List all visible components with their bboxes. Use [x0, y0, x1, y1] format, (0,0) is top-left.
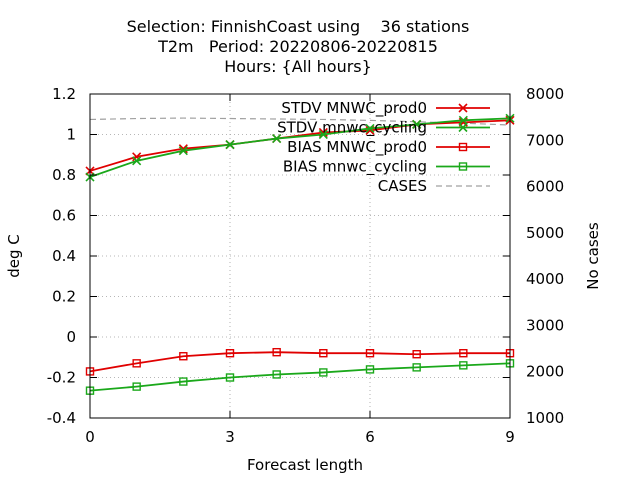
y2-tick-label: 2000	[526, 363, 564, 381]
data-point	[318, 129, 328, 140]
y2-tick-label: 4000	[526, 270, 564, 288]
legend-entry: BIAS MNWC_prod0	[287, 138, 490, 157]
data-point	[458, 162, 468, 171]
data-point	[458, 115, 468, 125]
series-line	[89, 351, 510, 373]
legend-label: CASES	[378, 177, 427, 195]
data-point	[132, 359, 141, 368]
chart-title-line-2: T2m Period: 20220806-20220815	[158, 37, 438, 56]
y-tick-label: 0.6	[52, 207, 76, 225]
y-tick-label: 0.4	[52, 247, 76, 265]
legend-label: STDV mnwc_cycling	[277, 119, 427, 138]
data-point	[319, 349, 328, 358]
y-tick-label: 0	[66, 328, 76, 346]
y-tick-label: 0.2	[52, 288, 76, 306]
x-tick-label: 6	[365, 428, 375, 446]
series-line	[89, 362, 511, 392]
y2-tick-label: 8000	[526, 85, 564, 103]
chart-title-line-3: Hours: {All hours}	[224, 57, 372, 76]
data-point	[412, 350, 421, 359]
data-point	[225, 349, 235, 358]
y2-tick-label: 6000	[526, 178, 564, 196]
y-tick-label: 1	[66, 126, 76, 144]
legend-entry: STDV mnwc_cycling	[277, 119, 490, 138]
data-point	[458, 122, 468, 133]
x-tick-label: 3	[225, 428, 235, 446]
series-layer	[85, 113, 515, 395]
legend-label: BIAS mnwc_cycling	[283, 158, 427, 177]
data-point	[458, 103, 468, 113]
x-tick-label: 9	[505, 428, 515, 446]
data-point	[272, 133, 282, 144]
data-point	[412, 363, 421, 372]
y2-axis-label: No cases	[584, 222, 602, 290]
chart-title-line-1: Selection: FinnishCoast using 36 station…	[126, 17, 470, 36]
y2-tick-label: 1000	[526, 409, 564, 427]
data-point	[178, 146, 188, 156]
y2-tick-label: 3000	[526, 316, 564, 334]
y-tick-label: 1.2	[52, 85, 76, 103]
series-stdv-mnwc-cycling	[85, 113, 515, 182]
legend-entry: STDV MNWC_prod0	[281, 99, 490, 118]
data-point	[365, 349, 375, 358]
data-point	[458, 142, 468, 152]
y2-tick-label: 5000	[526, 224, 564, 242]
data-point	[225, 140, 235, 150]
axis-ticks: -0.4 -0.2 0 0.2 0.4 0.6 0.8 1 1.2 0 3 6 9 1000 2000 300…	[47, 85, 564, 446]
data-point	[319, 368, 328, 377]
data-point	[132, 156, 142, 166]
data-point	[412, 119, 422, 129]
data-point	[365, 365, 375, 374]
data-point	[179, 377, 188, 386]
y-tick-label: 0.8	[52, 166, 76, 184]
data-point	[179, 352, 188, 361]
y-tick-label: -0.4	[47, 409, 76, 427]
data-point	[365, 123, 375, 133]
y2-tick-label: 7000	[526, 131, 564, 149]
x-axis-label: Forecast length	[247, 456, 363, 474]
data-point	[132, 382, 141, 391]
legend-entry: CASES	[378, 177, 490, 195]
legend-label: STDV MNWC_prod0	[281, 99, 427, 118]
series-bias-mnwc-prod0	[85, 347, 515, 376]
x-tick-label: 0	[85, 428, 95, 446]
series-line	[89, 117, 511, 178]
y-tick-label: -0.2	[47, 369, 76, 387]
data-point	[272, 347, 281, 357]
series-line	[89, 119, 511, 172]
data-point	[225, 373, 235, 382]
data-point	[459, 349, 468, 358]
legend-label: BIAS MNWC_prod0	[287, 138, 427, 157]
legend-entry: BIAS mnwc_cycling	[283, 158, 490, 177]
y-axis-label: deg C	[5, 234, 23, 278]
data-point	[272, 370, 281, 379]
series-bias-mnwc-cycling	[85, 359, 515, 395]
data-point	[459, 361, 468, 370]
